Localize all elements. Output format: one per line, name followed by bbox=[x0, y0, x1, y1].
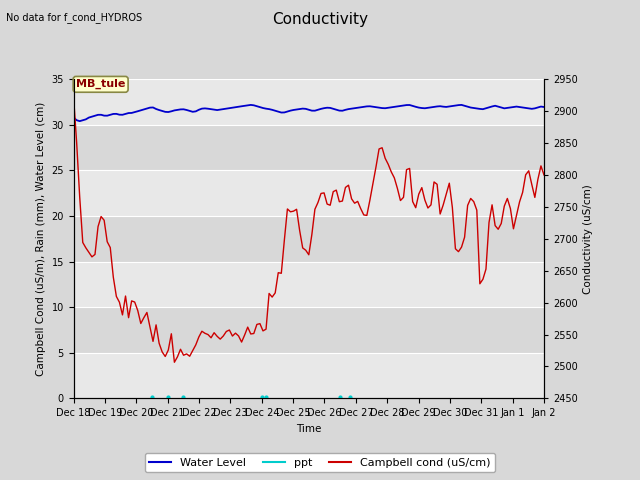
Y-axis label: Conductivity (uS/cm): Conductivity (uS/cm) bbox=[584, 184, 593, 294]
Bar bbox=[74, 170, 544, 216]
Bar bbox=[74, 79, 544, 125]
Text: MB_tule: MB_tule bbox=[76, 79, 125, 89]
Text: Conductivity: Conductivity bbox=[272, 12, 368, 27]
Y-axis label: Campbell Cond (uS/m), Rain (mm), Water Level (cm): Campbell Cond (uS/m), Rain (mm), Water L… bbox=[36, 102, 46, 376]
Text: No data for f_cond_HYDROS: No data for f_cond_HYDROS bbox=[6, 12, 143, 23]
X-axis label: Time: Time bbox=[296, 424, 321, 433]
Bar bbox=[74, 262, 544, 307]
Bar bbox=[74, 216, 544, 262]
Bar bbox=[74, 125, 544, 170]
Bar bbox=[74, 353, 544, 398]
Legend: Water Level, ppt, Campbell cond (uS/cm): Water Level, ppt, Campbell cond (uS/cm) bbox=[145, 453, 495, 472]
Bar bbox=[74, 307, 544, 353]
